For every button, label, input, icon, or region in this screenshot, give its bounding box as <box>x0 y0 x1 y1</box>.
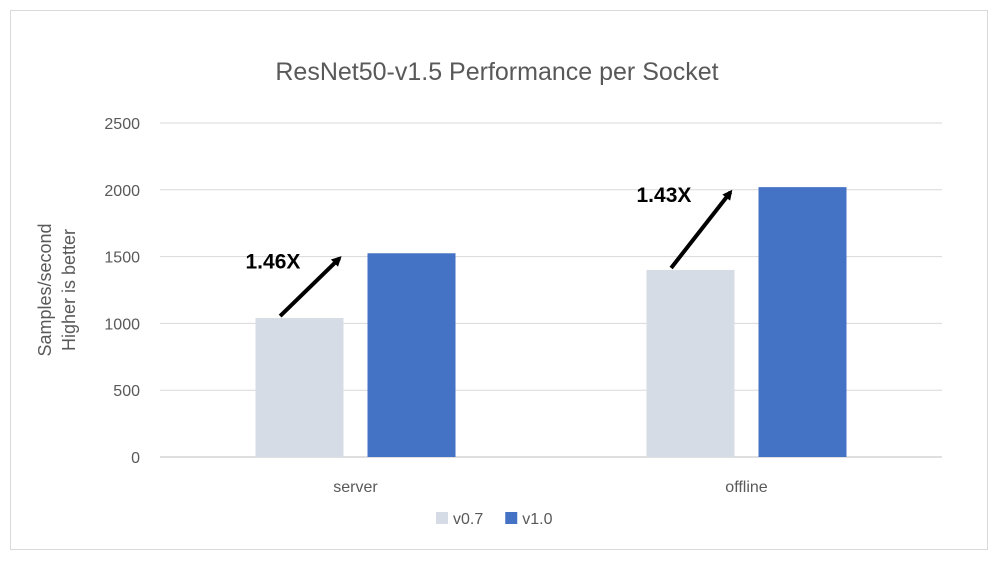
bar-v0-7-server <box>255 318 344 457</box>
bar-v1-0-offline <box>758 187 847 458</box>
legend-swatch <box>436 512 448 524</box>
y-tick-label: 1500 <box>104 250 140 267</box>
bar-v1-0-server <box>367 253 456 457</box>
y-tick-label: 1000 <box>104 316 140 333</box>
speedup-annotation: 1.46X <box>246 250 301 273</box>
y-tick-label: 2500 <box>104 116 140 133</box>
chart-title: ResNet50-v1.5 Performance per Socket <box>275 58 718 86</box>
arrow-icon <box>278 256 342 318</box>
x-category-label: server <box>333 479 378 496</box>
arrow-icon <box>669 189 733 270</box>
bar-v0-7-offline <box>646 269 735 457</box>
legend-label: v1.0 <box>522 511 552 528</box>
y-tick-label: 0 <box>131 450 140 467</box>
y-axis-label-line-2: Higher is better <box>59 229 79 351</box>
speedup-annotation: 1.43X <box>637 184 692 207</box>
legend-label: v0.7 <box>453 511 483 528</box>
y-axis-label-line-1: Samples/second <box>35 223 55 356</box>
legend-swatch <box>505 512 518 524</box>
y-tick-label: 500 <box>113 383 140 400</box>
x-category-label: offline <box>725 479 768 496</box>
y-tick-label: 2000 <box>104 183 140 200</box>
